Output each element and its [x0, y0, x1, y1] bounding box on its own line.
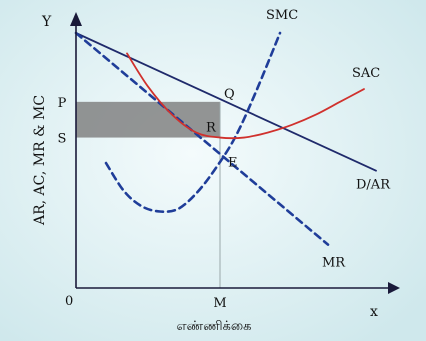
series-sac-curve	[126, 52, 365, 140]
y-axis-label: AR, AC, MR & MC	[32, 95, 48, 226]
x-axis-caption: எண்ணிக்கை	[177, 319, 252, 334]
y-level-label: P	[58, 96, 67, 111]
point-label: Q	[224, 87, 235, 102]
y-axis-letter: Y	[41, 14, 52, 30]
series-label: SAC	[352, 66, 380, 81]
point-label: R	[206, 121, 217, 136]
origin-label: 0	[65, 294, 73, 309]
x-quantity-label: M	[213, 296, 226, 311]
profit-area	[76, 101, 220, 138]
point-label: E	[228, 156, 238, 171]
y-level-label: S	[58, 132, 67, 147]
series-smc-curve	[104, 31, 282, 213]
x-axis-arrow-icon	[388, 282, 400, 294]
y-axis-arrow-icon	[70, 12, 82, 26]
series-d-ar-curve	[75, 32, 377, 172]
series-label: D/AR	[356, 178, 391, 193]
x-axis-letter: x	[370, 304, 378, 320]
series-label: SMC	[266, 8, 298, 23]
series-label: MR	[322, 256, 346, 271]
series-mr-curve	[74, 31, 330, 246]
